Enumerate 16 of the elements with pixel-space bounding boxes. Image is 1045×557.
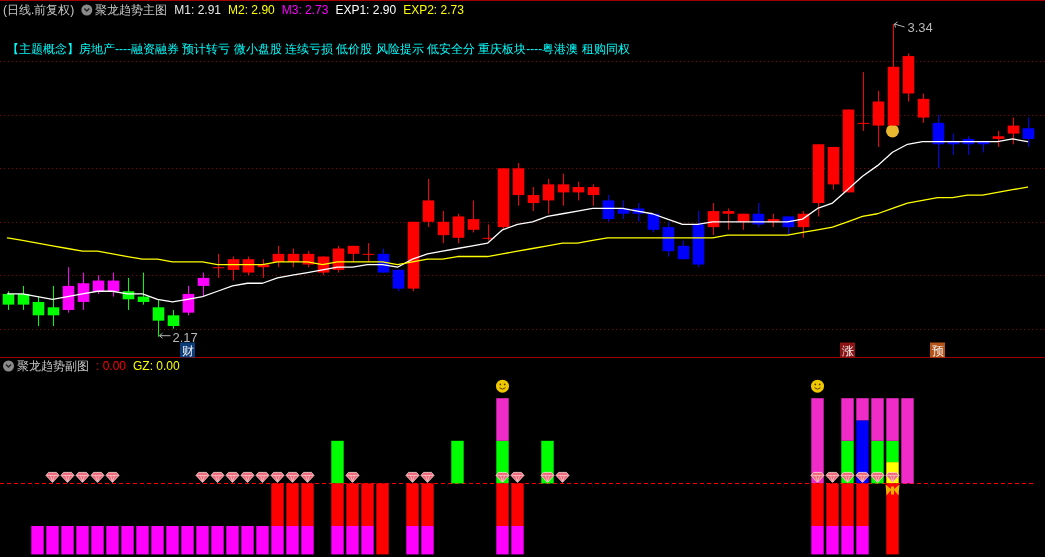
x-tick-label: 预	[931, 343, 944, 358]
chart-title: 聚龙趋势副图	[17, 359, 89, 373]
text: EXP1: 2.90	[335, 3, 397, 17]
text: M1: 2.91	[174, 3, 222, 17]
x-tick-label: 涨	[841, 343, 854, 358]
text: 3.34	[907, 20, 933, 35]
legend-title: 聚龙趋势主图	[95, 3, 168, 17]
text: : 0.00	[96, 359, 127, 373]
text: 2.17	[172, 329, 198, 345]
text: 【主题概念】房地产----融资融券 预计转亏 微小盘股 连续亏损 低价股 风险提示 低安全分 重庆板块----粤港澳 租购同权	[7, 42, 630, 56]
text: M2: 2.90	[228, 3, 276, 17]
text: M3: 2.73	[281, 3, 329, 17]
text: GZ: 0.00	[133, 359, 181, 373]
chart-title: (日线.前复权)	[3, 3, 75, 17]
text: EXP2: 2.73	[403, 3, 465, 17]
x-tick-label: 财	[181, 343, 194, 358]
